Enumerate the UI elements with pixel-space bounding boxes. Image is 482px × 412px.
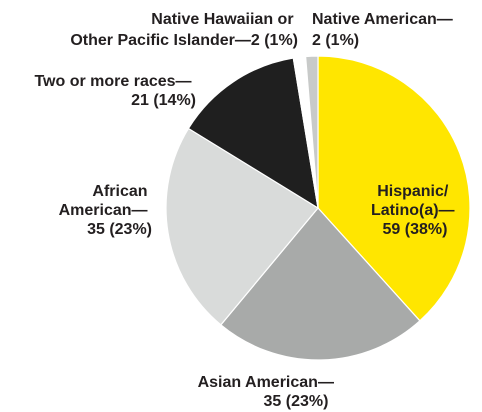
- label-asian-line-1: Asian American—: [198, 374, 334, 391]
- label-african-line-3: 35 (23%): [87, 221, 152, 238]
- label-two-or-more-line-1: Two or more races—: [34, 73, 191, 90]
- pie-slice-african-american: [165, 127, 319, 326]
- label-hispanic: Hispanic/ Latino(a)— 59 (38%): [371, 183, 459, 238]
- label-asian-line-2: 35 (23%): [264, 393, 329, 410]
- pie-slice-two-or-more-races: [187, 57, 319, 210]
- label-two-or-more: Two or more races— 21 (14%): [34, 73, 196, 109]
- label-hispanic-line-3: 59 (38%): [383, 221, 448, 238]
- pie-slice-hispanic-latino-a: [317, 55, 471, 322]
- pie-slice-native-american: [304, 55, 319, 209]
- label-african-line-2: American—: [59, 202, 148, 219]
- label-native-american-line-1: Native American—: [312, 11, 453, 28]
- label-asian: Asian American— 35 (23%): [198, 374, 339, 410]
- label-hispanic-line-1: Hispanic/: [377, 183, 449, 200]
- label-native-american-line-2: 2 (1%): [312, 32, 359, 49]
- label-african: African American— 35 (23%): [59, 183, 152, 238]
- label-african-line-1: African: [92, 183, 147, 200]
- pie-slice-asian-american: [219, 207, 421, 361]
- label-two-or-more-line-2: 21 (14%): [131, 92, 196, 109]
- label-native-hawaiian: Native Hawaiian or Other Pacific Islande…: [70, 11, 298, 49]
- label-native-hawaiian-line-1: Native Hawaiian or: [151, 11, 293, 28]
- label-native-hawaiian-line-2: Other Pacific Islander—2 (1%): [70, 32, 298, 49]
- label-native-american: Native American— 2 (1%): [312, 11, 457, 49]
- label-hispanic-line-2: Latino(a)—: [371, 202, 455, 219]
- pie-slices: [165, 55, 471, 361]
